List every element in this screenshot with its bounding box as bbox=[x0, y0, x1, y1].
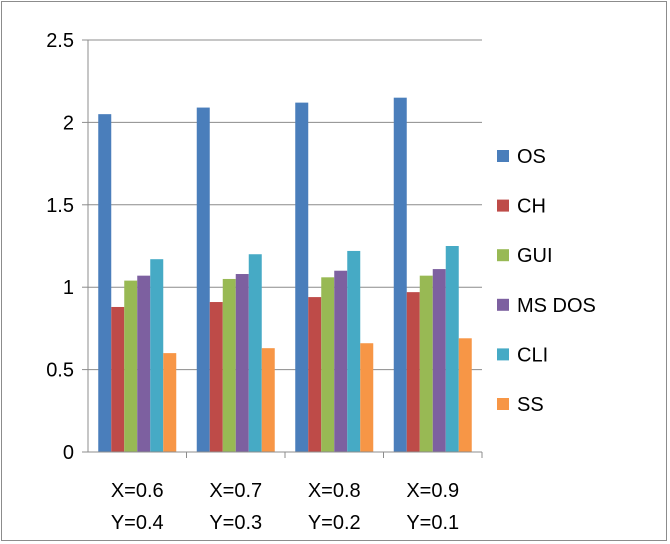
bar-cli bbox=[248, 254, 262, 452]
bar-ch bbox=[406, 292, 420, 452]
x-tick-label: Y=0.1 bbox=[406, 512, 459, 534]
x-tick-label: X=0.7 bbox=[209, 480, 262, 502]
bar-os bbox=[393, 97, 407, 453]
bar-ss bbox=[360, 343, 374, 452]
bars bbox=[98, 97, 472, 453]
bar-os bbox=[196, 107, 210, 453]
bar-cli bbox=[150, 259, 164, 452]
bar-ss bbox=[261, 348, 275, 452]
bar-gui bbox=[419, 275, 433, 452]
y-axis-ticks: 0 0.5 1 1.5 2 2.5 bbox=[46, 30, 74, 464]
bar-ms-dos bbox=[432, 269, 446, 452]
x-tick-label: Y=0.4 bbox=[111, 512, 164, 534]
legend-label: OS bbox=[517, 146, 546, 168]
bar-ss bbox=[163, 353, 177, 452]
bar-ss bbox=[458, 338, 472, 452]
bar-ch bbox=[111, 306, 125, 452]
x-tick-label: Y=0.2 bbox=[308, 512, 361, 534]
legend-swatch bbox=[497, 150, 509, 162]
bar-gui bbox=[321, 277, 335, 452]
bar-cli bbox=[347, 250, 361, 452]
x-tick-label: X=0.6 bbox=[111, 480, 164, 502]
y-tick-label: 2 bbox=[63, 112, 74, 134]
legend-label: SS bbox=[517, 394, 544, 416]
y-tick-label: 0.5 bbox=[46, 360, 74, 382]
x-tick-label: X=0.9 bbox=[406, 480, 459, 502]
legend-swatch bbox=[497, 199, 509, 212]
bar-ms-dos bbox=[334, 270, 348, 452]
y-tick-label: 1.5 bbox=[46, 195, 74, 217]
legend-swatch bbox=[497, 298, 509, 311]
legend-label: MS DOS bbox=[517, 295, 596, 317]
bar-os bbox=[98, 114, 112, 452]
bar-ms-dos bbox=[137, 275, 151, 452]
legend-swatch bbox=[497, 249, 509, 262]
y-tick-label: 1 bbox=[63, 277, 74, 299]
bar-ch bbox=[209, 302, 223, 452]
bar-ch bbox=[308, 297, 322, 452]
x-axis-ticks: X=0.6 Y=0.4 X=0.7 Y=0.3 X=0.8 Y=0.2 X=0.9 Y=0.1 bbox=[111, 480, 459, 534]
legend-swatch bbox=[497, 348, 509, 361]
x-tick-label: X=0.8 bbox=[308, 480, 361, 502]
legend: OS CH GUI MS DOS CLI SS bbox=[497, 146, 596, 416]
y-tick-label: 0 bbox=[63, 442, 74, 464]
bar-gui bbox=[124, 280, 138, 452]
bar-ms-dos bbox=[235, 274, 249, 452]
bar-gui bbox=[222, 278, 236, 452]
bar-os bbox=[295, 102, 309, 453]
legend-label: GUI bbox=[517, 245, 553, 267]
bar-cli bbox=[445, 246, 459, 452]
y-tick-label: 2.5 bbox=[46, 30, 74, 52]
x-tick-label: Y=0.3 bbox=[209, 512, 262, 534]
legend-swatch bbox=[497, 398, 509, 410]
axes bbox=[82, 39, 483, 458]
legend-label: CLI bbox=[517, 344, 548, 366]
legend-label: CH bbox=[517, 196, 546, 218]
